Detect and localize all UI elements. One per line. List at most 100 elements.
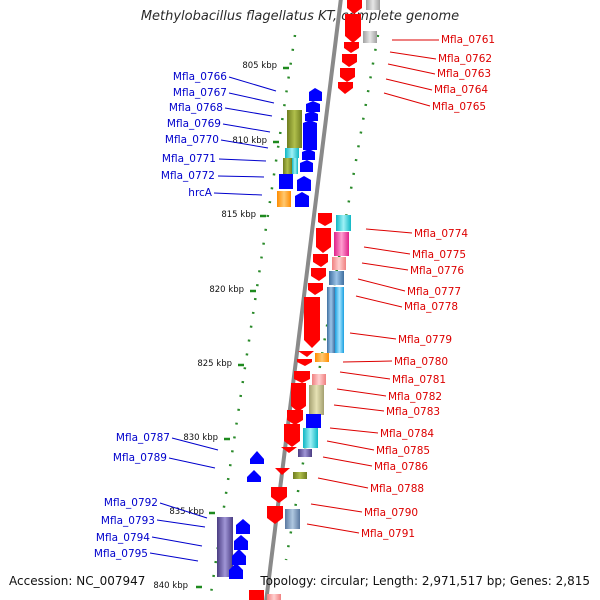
gene-arrow [236, 519, 250, 534]
forward-gene-labels: Mfla_0766 Mfla_0767 Mfla_0768 Mfla_0769 … [94, 71, 227, 560]
gene-label: Mfla_0776 [410, 265, 464, 277]
gene-block [332, 257, 346, 270]
scale-ticks [196, 66, 289, 589]
genome-summary: Topology: circular; Length: 2,971,517 bp… [260, 574, 590, 588]
gene-arrow [294, 371, 310, 383]
gene-arrow [309, 88, 322, 101]
gene-block [309, 385, 324, 415]
gene-label: Mfla_0790 [364, 507, 418, 519]
gene-label: Mfla_0772 [161, 170, 215, 182]
gene-label: Mfla_0767 [173, 87, 227, 99]
gene-label: Mfla_0775 [412, 249, 466, 261]
gene-label: Mfla_0792 [104, 497, 158, 509]
gene-label: Mfla_0768 [169, 102, 223, 114]
gene-arrow [291, 383, 306, 412]
map-title: Methylobacillus flagellatus KT, complete… [140, 9, 460, 24]
gene-block [279, 174, 293, 189]
gene-block [217, 517, 233, 577]
reverse-strand-genes [249, 0, 380, 600]
gene-arrow [311, 268, 326, 281]
gene-label: Mfla_0782 [388, 391, 442, 403]
gene-arrow [297, 176, 311, 191]
gene-arrow [342, 54, 357, 67]
gene-label: Mfla_0763 [437, 68, 491, 80]
gene-arrow [249, 590, 264, 600]
gene-label: Mfla_0791 [361, 528, 415, 540]
gene-block [285, 148, 299, 158]
gene-arrow [271, 487, 287, 503]
gene-arrow [340, 68, 355, 82]
forward-strand-genes [217, 88, 322, 579]
gene-arrow [287, 410, 303, 425]
gene-label: Mfla_0769 [167, 118, 221, 130]
gene-label: Mfla_0780 [394, 356, 448, 368]
gene-arrow [345, 14, 361, 43]
scale-label: 840 kbp [153, 581, 188, 591]
gene-arrow [267, 506, 283, 524]
gene-block [315, 353, 329, 362]
gene-arrow [250, 451, 264, 464]
gene-label: Mfla_0765 [432, 101, 486, 113]
gene-arrow [297, 359, 312, 366]
gene-label: Mfla_0771 [162, 153, 216, 165]
scale-label: 830 kbp [183, 433, 218, 443]
scale-label: 815 kbp [221, 210, 256, 220]
gene-block [293, 472, 307, 479]
gene-label: Mfla_0794 [96, 532, 150, 544]
gene-block [292, 158, 298, 174]
gene-arrow [318, 213, 332, 226]
gene-arrow [247, 470, 261, 482]
gene-label: Mfla_0783 [386, 406, 440, 418]
scale-label: 820 kbp [209, 285, 244, 295]
gene-arrow [284, 424, 300, 447]
gene-label: Mfla_0761 [441, 34, 495, 46]
gene-label: Mfla_0785 [376, 445, 430, 457]
gene-label: Mfla_0784 [380, 428, 434, 440]
gene-block [335, 287, 344, 353]
gene-arrow [229, 563, 243, 579]
gene-label: Mfla_0787 [116, 432, 170, 444]
gene-block [303, 428, 318, 448]
gene-arrow [313, 254, 328, 267]
gene-label: Mfla_0788 [370, 483, 424, 495]
gene-arrow [308, 283, 323, 295]
leader-lines-forward [149, 76, 277, 562]
gene-block [336, 215, 351, 231]
gene-label: hrcA [188, 187, 213, 199]
gene-block [306, 414, 321, 428]
gene-arrow [316, 228, 331, 253]
gene-arrow [303, 120, 317, 150]
gene-block [329, 271, 344, 285]
gene-block [363, 31, 377, 43]
gene-arrow [338, 82, 353, 94]
gene-label: Mfla_0764 [434, 84, 488, 96]
gene-label: Mfla_0793 [101, 515, 155, 527]
gene-arrow [234, 535, 248, 550]
gene-arrow [295, 192, 309, 207]
gene-block [285, 509, 300, 529]
gene-label: Mfla_0770 [165, 134, 219, 146]
gene-arrow [300, 160, 313, 172]
gene-label: Mfla_0778 [404, 301, 458, 313]
gene-label: Mfla_0766 [173, 71, 227, 83]
gene-arrow [306, 101, 320, 112]
gene-label: Mfla_0789 [113, 452, 167, 464]
gene-block [334, 232, 349, 256]
gene-arrow [281, 447, 297, 453]
gene-block [277, 191, 291, 207]
scale-label: 810 kbp [232, 136, 267, 146]
gene-arrow [232, 549, 246, 565]
gene-label: Mfla_0777 [407, 286, 461, 298]
gene-block [298, 449, 312, 457]
scale-label: 825 kbp [197, 359, 232, 369]
gene-block [312, 374, 326, 385]
gene-label: Mfla_0774 [414, 228, 468, 240]
gene-label: Mfla_0779 [398, 334, 452, 346]
scale-label: 805 kbp [242, 61, 277, 71]
gene-label: Mfla_0781 [392, 374, 446, 386]
reverse-gene-labels: Mfla_0761 Mfla_0762 Mfla_0763 Mfla_0764 … [361, 34, 495, 540]
gene-arrow [344, 42, 359, 53]
gene-arrow [305, 111, 318, 121]
gene-arrow [304, 297, 320, 348]
